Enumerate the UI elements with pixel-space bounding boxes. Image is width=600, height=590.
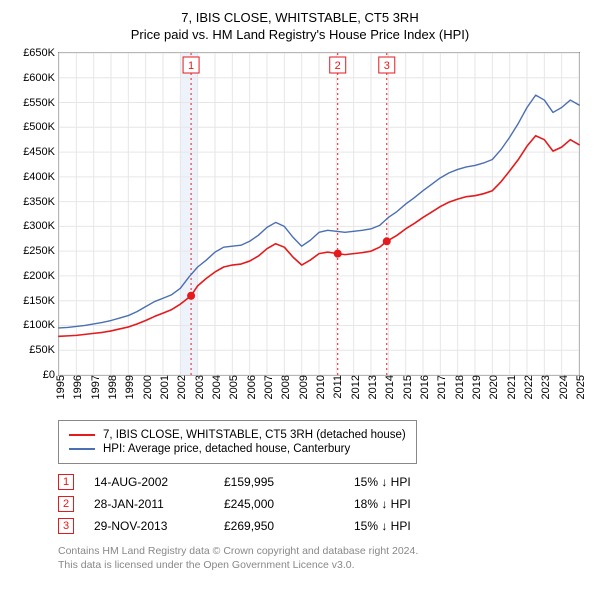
events-table: 1 14-AUG-2002 £159,995 15% ↓ HPI 2 28-JAN-201…: [58, 474, 586, 534]
x-tick-label: 2024: [554, 375, 570, 399]
event-date: 28-JAN-2011: [94, 497, 204, 511]
x-tick-label: 2006: [242, 375, 258, 399]
x-tick-label: 2016: [415, 375, 431, 399]
x-tick-label: 2003: [190, 375, 206, 399]
x-tick-label: 2007: [259, 375, 275, 399]
event-number-marker: 2: [58, 496, 74, 512]
event-price: £159,995: [224, 475, 334, 489]
plot-area: 123 £0£50K£100K£150K£200K£250K£300K£350K…: [14, 52, 586, 412]
x-tick-label: 1997: [86, 375, 102, 399]
event-delta: 18% ↓ HPI: [354, 497, 444, 511]
x-tick-label: 2019: [467, 375, 483, 399]
x-tick-label: 2002: [172, 375, 188, 399]
x-tick-label: 1998: [103, 375, 119, 399]
event-date: 29-NOV-2013: [94, 519, 204, 533]
x-tick-label: 2015: [398, 375, 414, 399]
svg-text:1: 1: [188, 60, 194, 72]
event-price: £269,950: [224, 519, 334, 533]
y-tick-label: £300K: [23, 220, 59, 232]
x-tick-label: 2012: [346, 375, 362, 399]
event-delta: 15% ↓ HPI: [354, 519, 444, 533]
y-tick-label: £550K: [23, 97, 59, 109]
svg-text:2: 2: [335, 60, 341, 72]
x-tick-label: 1996: [68, 375, 84, 399]
event-number-marker: 3: [58, 518, 74, 534]
x-tick-label: 2020: [484, 375, 500, 399]
event-number-marker: 1: [58, 474, 74, 490]
x-tick-label: 2021: [502, 375, 518, 399]
y-tick-label: £50K: [29, 344, 59, 356]
x-tick-label: 2014: [380, 375, 396, 399]
legend-label: 7, IBIS CLOSE, WHITSTABLE, CT5 3RH (deta…: [103, 429, 406, 441]
legend-swatch: [69, 448, 95, 450]
x-tick-label: 2018: [450, 375, 466, 399]
footer-line-1: Contains HM Land Registry data © Crown c…: [58, 544, 578, 558]
x-tick-label: 2008: [276, 375, 292, 399]
footer-line-2: This data is licensed under the Open Gov…: [58, 558, 578, 572]
y-tick-label: £400K: [23, 171, 59, 183]
x-tick-label: 2010: [311, 375, 327, 399]
x-tick-label: 2011: [328, 375, 344, 399]
y-tick-label: £150K: [23, 295, 59, 307]
y-tick-label: £500K: [23, 121, 59, 133]
legend: 7, IBIS CLOSE, WHITSTABLE, CT5 3RH (deta…: [58, 420, 417, 464]
y-tick-label: £200K: [23, 270, 59, 282]
event-date: 14-AUG-2002: [94, 475, 204, 489]
event-marker-3: 3: [379, 57, 395, 73]
legend-label: HPI: Average price, detached house, Cant…: [103, 443, 350, 455]
event-row: 2 28-JAN-2011 £245,000 18% ↓ HPI: [58, 496, 586, 512]
legend-item: 7, IBIS CLOSE, WHITSTABLE, CT5 3RH (deta…: [69, 429, 406, 441]
event-marker-1: 1: [183, 57, 199, 73]
x-tick-label: 2001: [155, 375, 171, 399]
y-tick-label: £450K: [23, 146, 59, 158]
x-tick-label: 1995: [51, 375, 67, 399]
x-tick-label: 2004: [207, 375, 223, 399]
y-tick-label: £250K: [23, 245, 59, 257]
legend-swatch: [69, 434, 95, 436]
event-row: 1 14-AUG-2002 £159,995 15% ↓ HPI: [58, 474, 586, 490]
x-tick-label: 2009: [294, 375, 310, 399]
event-row: 3 29-NOV-2013 £269,950 15% ↓ HPI: [58, 518, 586, 534]
x-tick-label: 2013: [363, 375, 379, 399]
chart-title-desc: Price paid vs. HM Land Registry's House …: [14, 27, 586, 42]
y-tick-label: £600K: [23, 72, 59, 84]
event-price: £245,000: [224, 497, 334, 511]
y-tick-label: £350K: [23, 196, 59, 208]
legend-item: HPI: Average price, detached house, Cant…: [69, 443, 406, 455]
data-attribution: Contains HM Land Registry data © Crown c…: [58, 544, 578, 572]
chart-title-address: 7, IBIS CLOSE, WHITSTABLE, CT5 3RH: [14, 10, 586, 25]
x-tick-label: 1999: [120, 375, 136, 399]
x-tick-label: 2005: [224, 375, 240, 399]
svg-text:3: 3: [384, 60, 390, 72]
x-tick-label: 2023: [536, 375, 552, 399]
x-tick-label: 2025: [571, 375, 587, 399]
event-delta: 15% ↓ HPI: [354, 475, 444, 489]
x-tick-label: 2000: [138, 375, 154, 399]
x-tick-label: 2022: [519, 375, 535, 399]
x-tick-label: 2017: [432, 375, 448, 399]
y-tick-label: £650K: [23, 47, 59, 59]
y-tick-label: £100K: [23, 319, 59, 331]
event-marker-2: 2: [330, 57, 346, 73]
